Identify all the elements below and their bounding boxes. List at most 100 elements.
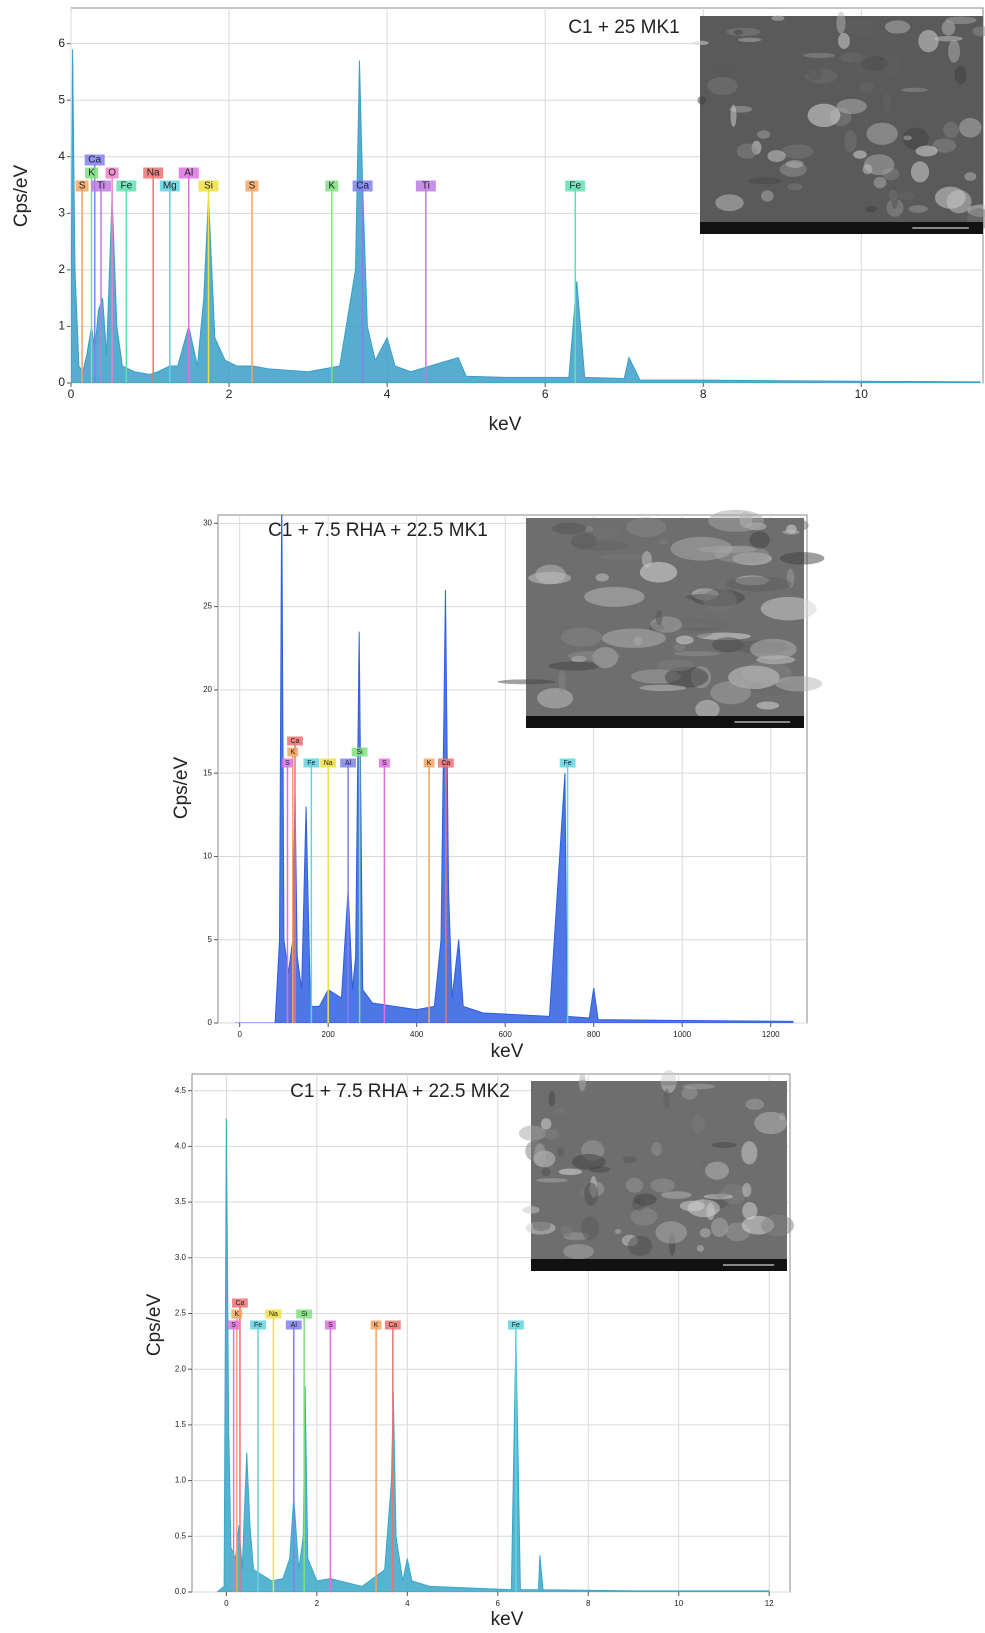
sem-texture [532,1219,551,1232]
sem-texture [897,191,915,201]
element-tag [370,1320,382,1330]
y-tick-label: 0.5 [175,1531,187,1540]
sem-texture [853,150,867,159]
sem-texture [625,1177,644,1193]
sem-texture [557,1147,565,1157]
chart: 0.0 0.5 1.0 1.5 2.0 2.5 3.0 3.5 4.0 4.5 0 2 4 6 8 10 12 S… [144,1069,795,1630]
sem-texture [692,1114,705,1134]
sem-texture [902,127,929,150]
element-tag [423,758,435,768]
sem-texture [742,1202,758,1220]
y-tick-label: 3.5 [175,1197,187,1206]
sem-texture [664,666,709,688]
element-tag [198,180,219,192]
sem-texture [748,177,782,185]
element-tag [438,758,454,768]
sem-texture [737,37,762,42]
sem-texture [873,176,887,189]
sem-texture [721,1183,747,1205]
sem-texture [745,1098,765,1110]
x-tick-label: 200 [322,1030,336,1039]
element-tag [320,758,337,768]
element-label: O [108,168,116,179]
element-label: K [290,749,295,756]
x-tick-label: 12 [765,1599,774,1608]
sem-texture [697,96,707,105]
sem-texture [757,130,771,139]
element-tag [285,1320,302,1330]
sem-texture [497,679,556,685]
y-tick-label: 1.0 [175,1476,187,1485]
sem-texture [639,684,687,692]
x-axis-label: keV [491,1041,524,1062]
y-axis-label: Cps/eV [171,757,192,820]
element-tag [325,180,339,192]
element-tag [287,747,299,757]
sem-texture [803,52,835,58]
element-tag [287,736,303,746]
sem-texture [888,189,898,201]
sem-texture [660,1191,692,1199]
spectrum [216,1118,770,1592]
element-label: S [231,1322,236,1329]
sem-texture [681,1086,698,1100]
element-tag [507,1320,524,1330]
sem-texture [948,39,961,63]
element-label: Ca [235,1300,244,1307]
sem-footer [531,1259,787,1271]
x-tick-label: 2 [315,1599,320,1608]
sem-texture [782,529,800,535]
sem-texture [733,29,743,36]
sem-texture [599,553,645,561]
x-tick-label: 0 [224,1599,229,1608]
sem-texture [838,32,850,49]
chart-title: C1 + 7.5 RHA + 22.5 MK1 [268,520,488,541]
y-tick-label: 6 [58,36,65,50]
element-label: S [328,1322,333,1329]
element-tag [85,167,99,179]
element-label: Al [345,760,352,767]
sem-texture [836,11,846,34]
y-axis-label: Cps/eV [144,1294,165,1357]
sem-texture [932,138,957,153]
x-tick-label: 10 [674,1599,683,1608]
sem-texture [741,1141,758,1165]
element-tag [352,180,373,192]
sem-texture [563,1243,594,1260]
y-tick-label: 0.0 [175,1587,187,1596]
x-axis-label: keV [489,414,522,435]
sem-texture [658,539,669,545]
sem-texture [844,130,857,153]
element-label: Ca [88,155,101,166]
sem-texture [742,1182,752,1197]
sem-texture [558,1168,583,1176]
sem-texture [710,1217,729,1237]
sem-texture [651,1142,662,1157]
x-tick-label: 8 [586,1599,591,1608]
sem-texture [708,509,764,532]
sem-texture [581,1216,599,1241]
sem-texture [959,117,982,138]
element-label: S [249,181,256,192]
sem-texture [749,638,797,660]
element-label: Ti [97,181,105,192]
sem-texture [972,26,985,37]
sem-texture [601,628,666,648]
y-tick-label: 5 [208,935,213,944]
sem-texture [761,190,774,202]
sem-texture [696,545,757,553]
sem-texture [575,540,628,551]
element-label: K [234,1311,239,1318]
sem-texture [882,93,891,114]
y-tick-label: 2.0 [175,1364,187,1373]
sem-texture [707,76,738,96]
sem-texture [595,573,609,582]
element-tag [231,1309,243,1319]
element-tag [384,1320,401,1330]
sem-texture [760,596,817,621]
element-label: Ti [422,181,430,192]
chart-title: C1 + 7.5 RHA + 22.5 MK2 [290,1081,510,1102]
plot [216,1118,770,1592]
